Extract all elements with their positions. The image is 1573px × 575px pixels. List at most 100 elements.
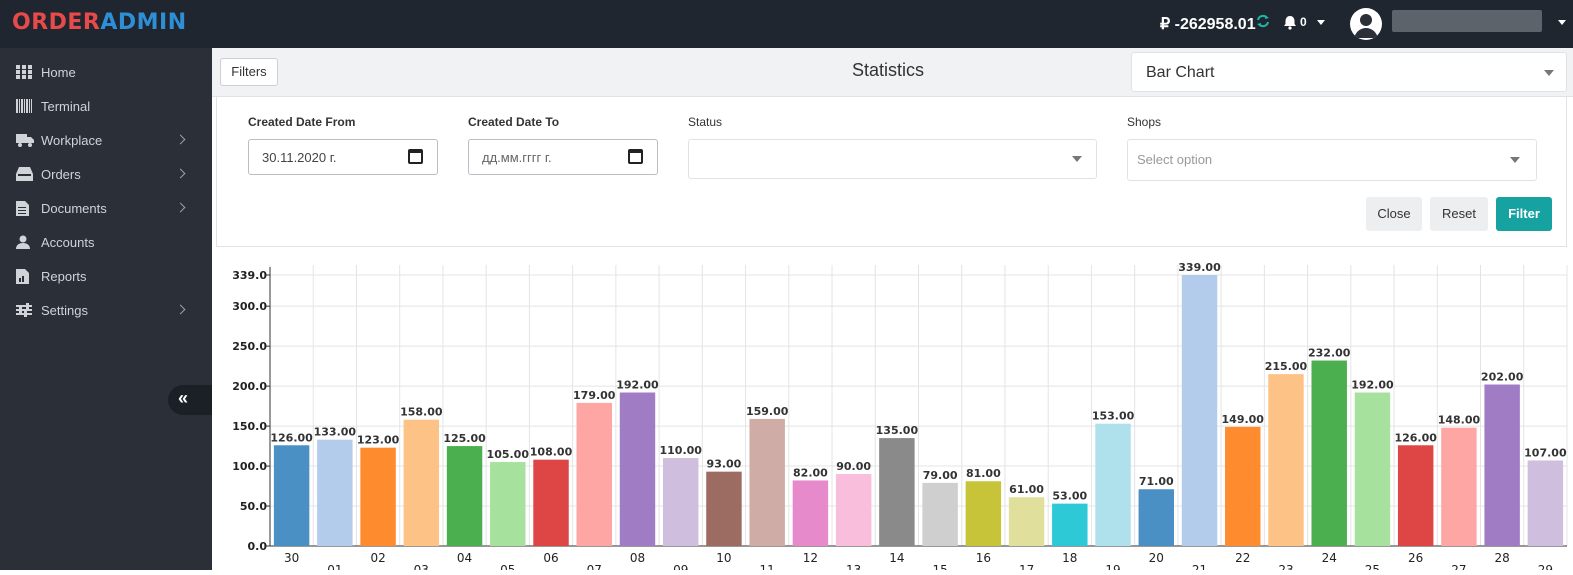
created-to-input[interactable]: дд.мм.гггг г. bbox=[468, 139, 658, 175]
statistics-chart: 0.0 50.0 100.0 150.0 200.0 250.0 300.0 339.0 126… bbox=[212, 258, 1573, 575]
status-label: Status bbox=[688, 115, 723, 129]
bar-value-label: 82.00 bbox=[793, 466, 828, 479]
bar-value-label: 133.00 bbox=[314, 426, 357, 439]
y-tick-label: 339.0 bbox=[232, 269, 267, 282]
sidebar: Home Terminal Workplace Orders Documents… bbox=[0, 48, 212, 570]
bar-value-label: 339.00 bbox=[1178, 261, 1221, 274]
user-menu-caret-icon[interactable] bbox=[1558, 20, 1566, 25]
x-tick-label: 18 bbox=[1062, 551, 1077, 565]
created-from-input[interactable]: 30.11.2020 г. bbox=[248, 139, 438, 175]
collapse-sidebar-button[interactable]: « bbox=[168, 385, 212, 415]
bar-value-label: 93.00 bbox=[707, 458, 742, 471]
sidebar-item-accounts[interactable]: Accounts bbox=[0, 225, 212, 259]
y-tick-label: 100.0 bbox=[232, 460, 267, 473]
inbox-icon bbox=[16, 167, 33, 181]
calendar-icon[interactable] bbox=[628, 149, 643, 164]
bar-value-label: 105.00 bbox=[487, 448, 530, 461]
bar-value-label: 135.00 bbox=[876, 424, 919, 437]
sidebar-item-label: Reports bbox=[41, 269, 87, 284]
main-content: Filters Statistics Bar Chart Created Dat… bbox=[212, 48, 1573, 575]
bar bbox=[792, 480, 829, 546]
bar bbox=[749, 418, 785, 546]
bar-value-label: 110.00 bbox=[659, 444, 702, 457]
notification-count: 0 bbox=[1300, 15, 1307, 29]
sidebar-item-terminal[interactable]: Terminal bbox=[0, 89, 212, 123]
x-tick-label: 04 bbox=[457, 551, 472, 565]
sidebar-item-home[interactable]: Home bbox=[0, 55, 212, 89]
bar-value-label: 215.00 bbox=[1265, 360, 1308, 373]
close-button[interactable]: Close bbox=[1366, 197, 1422, 231]
bar-value-label: 81.00 bbox=[966, 467, 1001, 480]
bar-value-label: 126.00 bbox=[270, 431, 313, 444]
sidebar-item-settings[interactable]: Settings bbox=[0, 293, 212, 327]
x-tick-label: 25 bbox=[1365, 563, 1380, 570]
sidebar-item-reports[interactable]: Reports bbox=[0, 259, 212, 293]
sidebar-item-label: Terminal bbox=[41, 99, 91, 114]
bar bbox=[619, 392, 656, 546]
x-tick-label: 11 bbox=[760, 563, 775, 570]
bell-icon[interactable] bbox=[1283, 15, 1297, 35]
sidebar-item-orders[interactable]: Orders bbox=[0, 157, 212, 191]
x-tick-label: 06 bbox=[543, 551, 558, 565]
sidebar-item-label: Settings bbox=[41, 303, 88, 318]
bar bbox=[1268, 374, 1304, 546]
bar-value-label: 126.00 bbox=[1394, 431, 1437, 444]
x-tick-label: 13 bbox=[846, 563, 861, 570]
bar bbox=[706, 471, 742, 546]
username-redacted[interactable] bbox=[1392, 10, 1542, 32]
x-tick-label: 07 bbox=[587, 563, 602, 570]
reset-button[interactable]: Reset bbox=[1430, 197, 1488, 231]
x-tick-label: 15 bbox=[932, 563, 947, 570]
user-avatar[interactable] bbox=[1350, 8, 1382, 40]
bar bbox=[965, 481, 1002, 546]
bar-value-label: 159.00 bbox=[746, 405, 789, 418]
x-tick-label: 20 bbox=[1149, 551, 1164, 565]
bar-value-label: 148.00 bbox=[1438, 414, 1481, 427]
truck-icon bbox=[16, 133, 34, 147]
x-tick-label: 12 bbox=[803, 551, 818, 565]
bar bbox=[317, 439, 353, 546]
chart-type-select[interactable]: Bar Chart bbox=[1131, 52, 1567, 92]
x-tick-label: 30 bbox=[284, 551, 299, 565]
x-tick-label: 09 bbox=[673, 563, 688, 570]
app-logo[interactable]: ORDERADMIN bbox=[12, 10, 187, 35]
logo-part-admin: ADMIN bbox=[100, 10, 187, 35]
x-tick-label: 17 bbox=[1019, 563, 1034, 570]
shops-select[interactable]: Select option bbox=[1127, 139, 1537, 181]
page-header: Filters Statistics Bar Chart bbox=[212, 48, 1573, 97]
refresh-icon[interactable] bbox=[1256, 13, 1270, 34]
x-tick-label: 23 bbox=[1278, 563, 1293, 570]
filters-toggle-button[interactable]: Filters bbox=[220, 58, 278, 86]
bar bbox=[1095, 423, 1131, 546]
y-tick-label: 50.0 bbox=[240, 500, 267, 513]
bar bbox=[1181, 275, 1218, 546]
page-title: Statistics bbox=[852, 60, 925, 80]
x-tick-label: 16 bbox=[976, 551, 991, 565]
chevron-down-icon bbox=[1072, 156, 1082, 162]
chevron-down-icon bbox=[1510, 157, 1520, 163]
bar-value-label: 53.00 bbox=[1052, 490, 1087, 503]
sidebar-item-documents[interactable]: Documents bbox=[0, 191, 212, 225]
shops-label: Shops bbox=[1127, 115, 1162, 129]
y-tick-label: 250.0 bbox=[232, 340, 267, 353]
chevron-down-icon bbox=[1544, 70, 1554, 76]
bar bbox=[1225, 426, 1261, 546]
status-select[interactable] bbox=[688, 139, 1097, 179]
sidebar-item-label: Accounts bbox=[41, 235, 95, 250]
calendar-icon[interactable] bbox=[408, 149, 423, 164]
bar-value-label: 202.00 bbox=[1481, 371, 1524, 384]
bar-value-label: 125.00 bbox=[443, 432, 486, 445]
sidebar-item-workplace[interactable]: Workplace bbox=[0, 123, 212, 157]
bar-value-label: 153.00 bbox=[1092, 410, 1135, 423]
bar-value-label: 149.00 bbox=[1222, 413, 1265, 426]
bar-value-label: 232.00 bbox=[1308, 347, 1351, 360]
shops-placeholder: Select option bbox=[1137, 152, 1213, 167]
bar-value-label: 158.00 bbox=[400, 406, 443, 419]
sliders-icon bbox=[16, 303, 32, 317]
bar-value-label: 79.00 bbox=[923, 469, 958, 482]
filter-button[interactable]: Filter bbox=[1496, 197, 1552, 231]
bar-value-label: 61.00 bbox=[1009, 483, 1044, 496]
bar bbox=[835, 474, 872, 546]
bar-value-label: 192.00 bbox=[1351, 379, 1394, 392]
notifications-caret-icon[interactable] bbox=[1317, 20, 1325, 25]
